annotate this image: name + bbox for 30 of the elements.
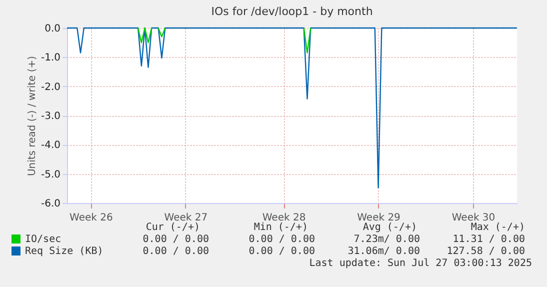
- y-tick-label: -6.0: [40, 198, 60, 210]
- x-tick-label: Week 26: [70, 212, 113, 224]
- y-tick-label: -2.0: [40, 82, 60, 93]
- y-tick-label: 0.0: [44, 24, 60, 34]
- y-tick-label: -3.0: [40, 111, 60, 122]
- x-tick-label: Week 27: [164, 212, 208, 224]
- text: Min (-/+): [254, 222, 308, 233]
- text: 0.00 / 0.00: [142, 234, 209, 245]
- text: 0.00 / 0.00: [248, 246, 315, 257]
- text: 31.06m/ 0.00: [348, 246, 420, 257]
- text: 127.58 / 0.00: [446, 246, 525, 257]
- y-tick-label: -1.0: [40, 52, 60, 64]
- y-axis-title: Units read (-) / write (+): [26, 56, 38, 176]
- x-tick-label: Week 29: [357, 212, 400, 224]
- x-tick-label: Week 30: [452, 212, 496, 224]
- chart-title: IOs for /dev/loop1 - by month: [211, 5, 373, 18]
- text: Cur (-/+): [146, 222, 200, 233]
- legend-label: Req Size (KB): [25, 246, 104, 257]
- text: 0.00 / 0.00: [248, 234, 315, 245]
- text: Last update: Sun Jul 27 03:00:13 2025: [309, 258, 532, 269]
- y-tick-label: -5.0: [40, 169, 60, 180]
- y-tick-label: -4.0: [40, 140, 60, 152]
- text: Max (-/+): [470, 222, 525, 233]
- text: Avg (-/+): [362, 222, 417, 233]
- text: 7.23m/ 0.00: [354, 234, 420, 245]
- text: 11.31 / 0.00: [452, 234, 525, 245]
- x-tick-label: Week 28: [262, 212, 306, 224]
- legend-label: IO/sec: [25, 234, 62, 245]
- line-series: [66, 27, 518, 188]
- text: 0.00 / 0.00: [142, 246, 209, 257]
